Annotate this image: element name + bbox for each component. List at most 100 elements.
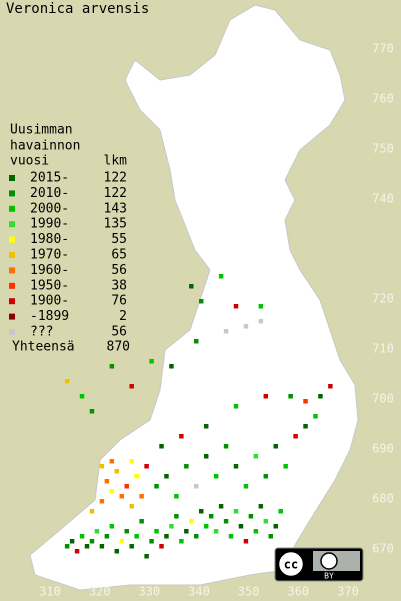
grid-cell bbox=[149, 359, 154, 364]
legend-label: 1990- bbox=[30, 217, 69, 232]
grid-cell bbox=[258, 504, 264, 509]
grid-cell bbox=[318, 394, 323, 399]
grid-cell bbox=[164, 534, 169, 539]
y-tick-label: 710 bbox=[372, 342, 394, 356]
legend-label: 1900- bbox=[30, 294, 69, 309]
grid-cell bbox=[263, 474, 269, 479]
grid-cell bbox=[203, 424, 209, 429]
x-tick-label: 350 bbox=[238, 585, 260, 599]
grid-cell bbox=[89, 539, 95, 544]
grid-cell bbox=[243, 324, 249, 329]
grid-cell bbox=[213, 474, 219, 479]
grid-cell bbox=[253, 529, 259, 534]
grid-cell bbox=[263, 394, 269, 399]
grid-cell bbox=[184, 464, 189, 469]
legend-count: 55 bbox=[111, 232, 127, 247]
legend-swatch bbox=[9, 329, 15, 335]
legend-count: 2 bbox=[119, 309, 127, 324]
y-tick-label: 690 bbox=[372, 442, 394, 456]
grid-cell bbox=[109, 524, 115, 529]
legend-header: havainnon bbox=[10, 139, 80, 154]
legend-swatch bbox=[9, 267, 15, 274]
legend-label: ??? bbox=[30, 325, 53, 340]
x-tick-label: 320 bbox=[89, 585, 111, 599]
legend-swatch bbox=[9, 282, 15, 289]
legend-count: 56 bbox=[111, 263, 127, 278]
x-tick-label: 330 bbox=[138, 585, 160, 599]
grid-cell bbox=[179, 434, 184, 439]
y-tick-label: 700 bbox=[372, 392, 394, 406]
grid-cell bbox=[273, 444, 278, 449]
grid-cell bbox=[99, 544, 105, 549]
legend-header: vuosi bbox=[10, 154, 49, 169]
legend-swatch bbox=[9, 175, 15, 181]
legend-label: 1960- bbox=[30, 263, 69, 278]
grid-cell bbox=[283, 464, 288, 469]
grid-cell bbox=[213, 529, 219, 534]
grid-cell bbox=[109, 459, 115, 464]
grid-cell bbox=[134, 534, 139, 539]
grid-cell bbox=[79, 534, 85, 539]
grid-cell bbox=[328, 384, 333, 389]
legend-swatch bbox=[9, 190, 15, 197]
y-tick-label: 670 bbox=[372, 542, 394, 556]
grid-cell bbox=[293, 434, 298, 439]
legend-header: Uusimman bbox=[10, 123, 73, 138]
grid-cell bbox=[268, 534, 273, 539]
y-tick-label: 740 bbox=[372, 192, 394, 206]
grid-cell bbox=[189, 519, 194, 524]
grid-cell bbox=[194, 534, 199, 539]
grid-cell bbox=[144, 464, 149, 469]
cc-badge: cc BY bbox=[274, 547, 364, 582]
grid-cell bbox=[194, 339, 199, 344]
grid-cell bbox=[223, 444, 229, 449]
total: 870 bbox=[107, 340, 130, 355]
grid-cell bbox=[258, 304, 264, 309]
grid-cell bbox=[144, 554, 149, 559]
grid-cell bbox=[129, 384, 134, 389]
grid-cell bbox=[74, 549, 80, 554]
grid-cell bbox=[64, 379, 70, 384]
grid-cell bbox=[89, 509, 95, 514]
legend-label: 2010- bbox=[30, 186, 69, 201]
grid-cell bbox=[164, 474, 169, 479]
legend-count: 135 bbox=[104, 217, 127, 232]
grid-cell bbox=[129, 504, 134, 509]
legend-swatch bbox=[9, 298, 15, 305]
grid-cell bbox=[199, 299, 204, 304]
grid-cell bbox=[64, 544, 70, 549]
legend-count: 76 bbox=[111, 294, 127, 309]
grid-cell bbox=[278, 509, 283, 514]
grid-cell bbox=[154, 529, 159, 534]
grid-cell bbox=[203, 524, 209, 529]
y-tick-label: 750 bbox=[372, 142, 394, 156]
legend-swatch bbox=[9, 252, 15, 258]
grid-cell bbox=[119, 494, 124, 499]
legend-count-header: lkm bbox=[104, 154, 128, 169]
legend-swatch bbox=[9, 236, 15, 243]
legend-count: 65 bbox=[111, 248, 127, 263]
grid-cell bbox=[169, 524, 174, 529]
grid-cell bbox=[124, 484, 129, 489]
grid-cell bbox=[313, 414, 318, 419]
grid-cell bbox=[124, 529, 129, 534]
y-tick-label: 760 bbox=[372, 92, 394, 106]
grid-cell bbox=[184, 529, 189, 534]
grid-cell bbox=[94, 529, 100, 534]
grid-cell bbox=[303, 424, 308, 429]
grid-cell bbox=[233, 404, 239, 409]
grid-cell bbox=[243, 539, 249, 544]
grid-cell bbox=[233, 304, 239, 309]
grid-cell bbox=[149, 539, 154, 544]
grid-cell bbox=[99, 499, 105, 504]
grid-cell bbox=[208, 514, 214, 519]
grid-cell bbox=[99, 464, 105, 469]
grid-cell bbox=[114, 549, 120, 554]
grid-cell bbox=[139, 494, 144, 499]
y-tick-label: 770 bbox=[372, 42, 394, 56]
grid-cell bbox=[218, 274, 224, 279]
legend-count: 122 bbox=[104, 186, 127, 201]
grid-cell bbox=[203, 454, 209, 459]
grid-cell bbox=[223, 519, 229, 524]
grid-cell bbox=[223, 329, 229, 334]
